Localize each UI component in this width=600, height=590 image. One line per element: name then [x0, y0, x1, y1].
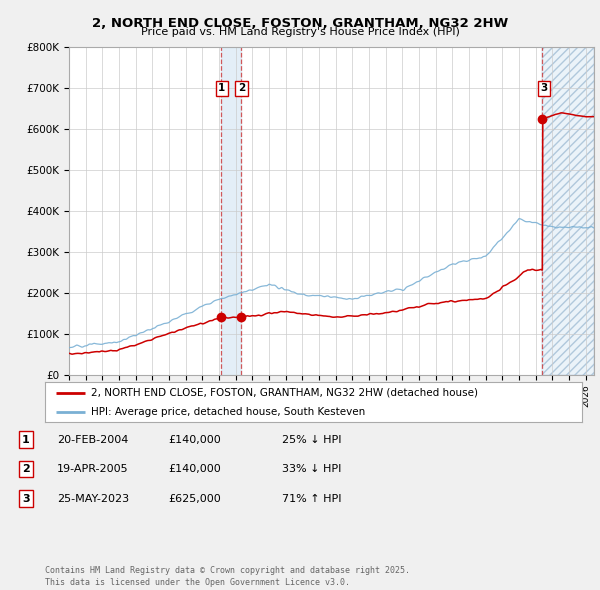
Text: 1: 1 [22, 435, 29, 444]
Text: 33% ↓ HPI: 33% ↓ HPI [282, 464, 341, 474]
Bar [542, 47, 594, 375]
Text: £140,000: £140,000 [168, 464, 221, 474]
Text: £140,000: £140,000 [168, 435, 221, 444]
Text: 2: 2 [22, 464, 29, 474]
Text: 1: 1 [218, 83, 226, 93]
Text: 25-MAY-2023: 25-MAY-2023 [57, 494, 129, 503]
Text: 3: 3 [541, 83, 548, 93]
Bar [542, 47, 594, 375]
Text: 20-FEB-2004: 20-FEB-2004 [57, 435, 128, 444]
Text: 3: 3 [22, 494, 29, 503]
Text: Price paid vs. HM Land Registry's House Price Index (HPI): Price paid vs. HM Land Registry's House … [140, 27, 460, 37]
Text: 2, NORTH END CLOSE, FOSTON, GRANTHAM, NG32 2HW: 2, NORTH END CLOSE, FOSTON, GRANTHAM, NG… [92, 17, 508, 30]
Text: 71% ↑ HPI: 71% ↑ HPI [282, 494, 341, 503]
Bar [221, 47, 241, 375]
Text: 2: 2 [238, 83, 245, 93]
Text: Contains HM Land Registry data © Crown copyright and database right 2025.
This d: Contains HM Land Registry data © Crown c… [45, 566, 410, 587]
Text: 25% ↓ HPI: 25% ↓ HPI [282, 435, 341, 444]
Text: HPI: Average price, detached house, South Kesteven: HPI: Average price, detached house, Sout… [91, 407, 365, 417]
Text: 19-APR-2005: 19-APR-2005 [57, 464, 128, 474]
Text: £625,000: £625,000 [168, 494, 221, 503]
Text: 2, NORTH END CLOSE, FOSTON, GRANTHAM, NG32 2HW (detached house): 2, NORTH END CLOSE, FOSTON, GRANTHAM, NG… [91, 388, 478, 398]
